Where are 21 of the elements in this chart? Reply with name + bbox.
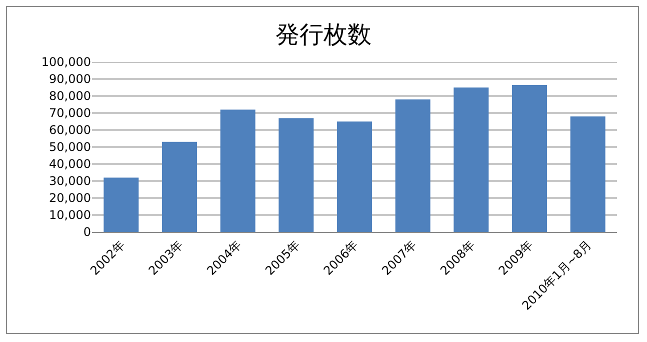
y-tick-label: 10,000 bbox=[49, 208, 91, 222]
bar bbox=[395, 99, 430, 232]
y-tick-label: 70,000 bbox=[49, 106, 91, 120]
bar bbox=[162, 142, 197, 232]
chart-title: 発行枚数 bbox=[276, 20, 372, 49]
y-tick-label: 50,000 bbox=[49, 140, 91, 154]
bar bbox=[454, 88, 489, 232]
y-tick-label: 20,000 bbox=[49, 191, 91, 206]
bar bbox=[570, 116, 606, 232]
y-tick-label: 80,000 bbox=[49, 89, 91, 104]
y-tick-label: 30,000 bbox=[49, 174, 91, 188]
bar bbox=[512, 84, 547, 232]
y-tick-label: 90,000 bbox=[49, 72, 91, 86]
y-tick-label: 60,000 bbox=[49, 123, 91, 138]
y-tick-label: 100,000 bbox=[41, 55, 91, 70]
y-tick-label: 40,000 bbox=[49, 157, 91, 172]
bar bbox=[104, 178, 139, 232]
bar bbox=[220, 110, 256, 232]
y-tick-label: 0 bbox=[83, 225, 91, 240]
bar bbox=[278, 118, 314, 232]
bar bbox=[337, 122, 372, 232]
